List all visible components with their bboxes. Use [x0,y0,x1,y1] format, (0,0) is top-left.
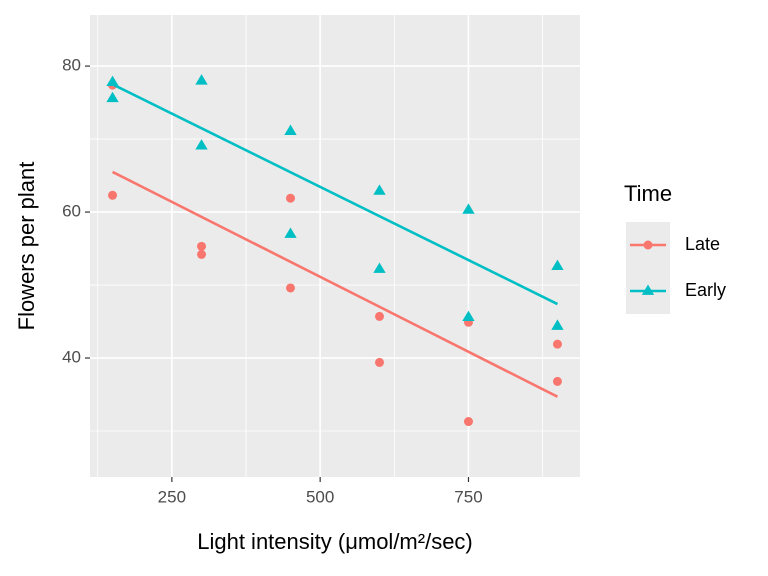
legend-title: Time [624,181,672,206]
x-axis-title: Light intensity (μmol/m²/sec) [197,529,473,554]
point [643,240,653,250]
fit-line [111,170,559,398]
triangle-point [373,184,386,195]
x-tick-label: 250 [158,487,186,506]
triangle-point [195,139,208,150]
x-tick-label: 500 [306,487,334,506]
point [374,311,384,321]
y-axis-title: Flowers per plant [14,162,39,331]
y-tick-label: 60 [62,202,81,221]
point [463,417,473,427]
triangle-point [462,310,475,322]
triangle-point [462,203,475,214]
fit-line [111,83,559,306]
point [374,357,384,367]
triangle-point [284,124,297,135]
point [552,339,562,349]
triangle-point [284,227,297,238]
legend-label: Early [685,280,726,300]
marks [106,74,564,427]
point [197,249,207,259]
x-tick-label: 750 [454,487,482,506]
point [108,190,118,200]
triangle-point [641,284,655,295]
legend: Late Early [626,222,726,314]
legend-label: Late [685,234,720,254]
triangle-point [195,74,208,85]
triangle-point [551,259,564,270]
triangle-point [373,262,386,273]
point [286,193,296,203]
triangle-point [551,319,564,330]
triangle-point [106,75,119,87]
triangle-point [106,91,119,103]
point [286,283,296,293]
point [197,241,207,251]
panel [90,15,580,477]
y-tick-label: 40 [62,348,81,367]
point [552,376,562,386]
y-tick-label: 80 [62,56,81,75]
